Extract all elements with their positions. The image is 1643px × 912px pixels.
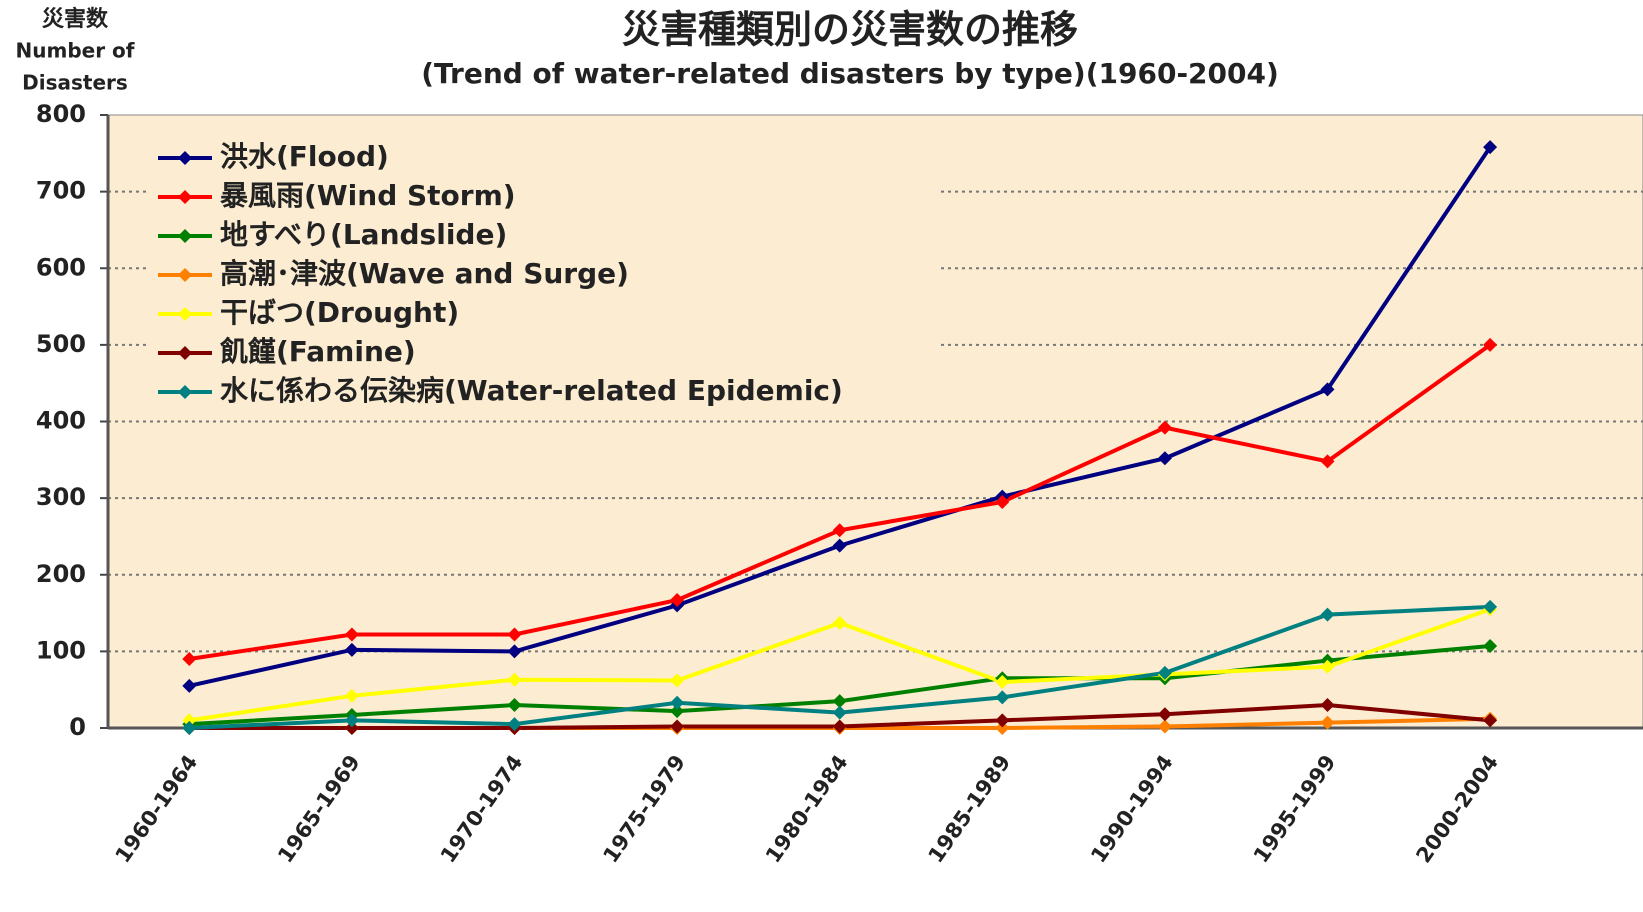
point: [182, 652, 197, 667]
legend-label: 水に係わる伝染病(Water-related Epidemic): [220, 374, 843, 407]
legend-label: 地すべり(Landslide): [220, 218, 507, 251]
point: [1483, 639, 1498, 654]
x-tick-label: 1990-1994: [1086, 751, 1178, 868]
point: [995, 713, 1010, 728]
point: [995, 690, 1010, 705]
point: [507, 698, 522, 713]
point: [832, 523, 847, 538]
y-tick-label: 200: [36, 560, 86, 588]
legend-marker: [178, 151, 192, 165]
legend-marker: [178, 346, 192, 360]
x-tick-label: 1995-1999: [1249, 751, 1341, 868]
y-tick-label: 300: [36, 483, 86, 511]
point: [832, 694, 847, 709]
point: [995, 675, 1010, 690]
legend-marker: [178, 385, 192, 399]
x-tick-label: 1975-1979: [598, 751, 690, 868]
y-tick-label: 0: [69, 713, 86, 741]
point: [344, 688, 359, 703]
point: [182, 713, 197, 728]
point: [507, 672, 522, 687]
legend-box: [150, 135, 940, 418]
point: [182, 721, 197, 735]
legend-marker: [178, 190, 192, 204]
y-tick-label: 600: [36, 253, 86, 281]
point: [832, 719, 847, 734]
point: [182, 678, 197, 693]
point: [670, 695, 685, 710]
point: [1157, 665, 1172, 680]
y-axis-label: Number of: [16, 39, 135, 63]
point: [1483, 713, 1498, 728]
point: [1157, 719, 1172, 734]
point: [1157, 420, 1172, 435]
point: [1320, 715, 1335, 730]
legend-label: 干ばつ(Drought): [220, 296, 459, 329]
legend-marker: [178, 229, 192, 243]
y-tick-label: 100: [36, 636, 86, 664]
x-tick-label: 1980-1984: [761, 751, 853, 868]
point: [507, 627, 522, 642]
x-tick-label: 1965-1969: [273, 751, 365, 868]
legend-label: 洪水(Flood): [220, 140, 389, 173]
point: [1483, 337, 1498, 352]
legend-label: 暴風雨(Wind Storm): [220, 179, 516, 212]
point: [1157, 707, 1172, 722]
legend-marker: [178, 268, 192, 282]
legend-label: 飢饉(Famine): [220, 335, 416, 368]
point: [344, 627, 359, 642]
point: [1483, 140, 1498, 155]
point: [995, 494, 1010, 509]
point: [344, 642, 359, 657]
y-axis-label: 災害数: [42, 6, 109, 32]
point: [995, 721, 1010, 735]
point: [1320, 607, 1335, 622]
point: [1320, 454, 1335, 469]
point: [507, 717, 522, 732]
point: [670, 673, 685, 688]
point: [1320, 659, 1335, 674]
y-tick-label: 800: [36, 100, 86, 128]
point: [670, 704, 685, 719]
chart-title: 災害種類別の災害数の推移: [622, 8, 1078, 52]
point: [1320, 698, 1335, 713]
x-tick-label: 1960-1964: [111, 751, 203, 868]
point: [344, 713, 359, 728]
x-tick-label: 1985-1989: [924, 751, 1016, 868]
legend-label: 高潮･津波(Wave and Surge): [220, 257, 629, 290]
legend-marker: [178, 307, 192, 321]
point: [1483, 599, 1498, 614]
point: [670, 593, 685, 608]
chart-subtitle: (Trend of water-related disasters by typ…: [421, 57, 1279, 90]
y-tick-label: 700: [36, 177, 86, 205]
y-tick-label: 500: [36, 330, 86, 358]
point: [832, 705, 847, 720]
point: [1157, 451, 1172, 466]
point: [832, 538, 847, 553]
x-tick-label: 2000-2004: [1411, 751, 1503, 868]
y-axis-label: Disasters: [22, 71, 128, 95]
point: [507, 644, 522, 659]
point: [344, 721, 359, 735]
x-tick-label: 1970-1974: [436, 751, 528, 868]
point: [832, 616, 847, 631]
y-tick-label: 400: [36, 407, 86, 435]
point: [670, 719, 685, 734]
point: [1320, 382, 1335, 397]
